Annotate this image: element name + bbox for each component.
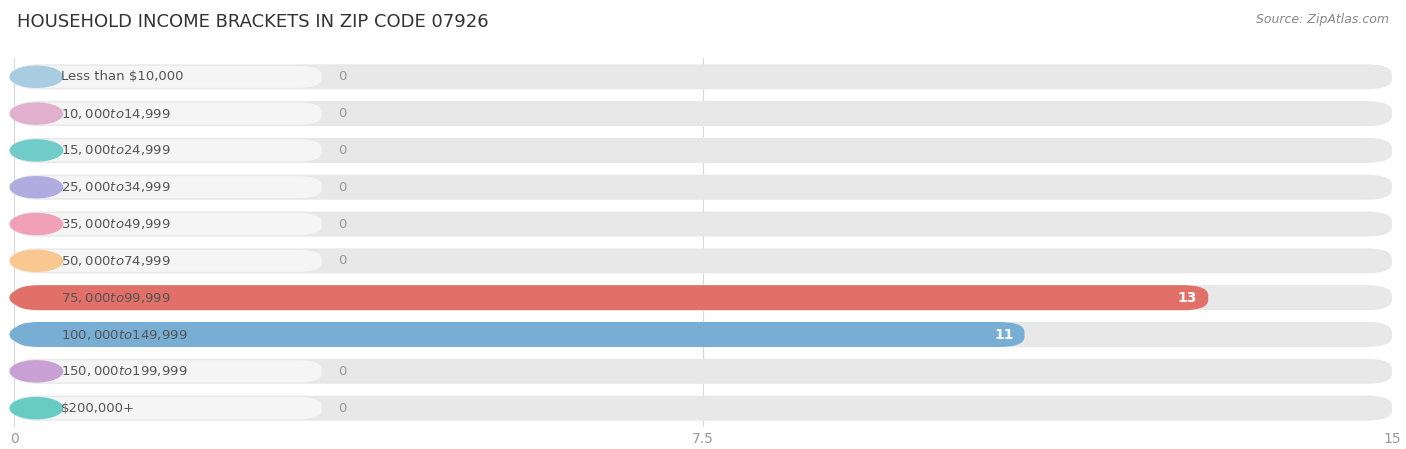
FancyBboxPatch shape <box>14 211 1392 237</box>
FancyBboxPatch shape <box>14 138 1392 163</box>
Text: 13: 13 <box>1178 291 1197 305</box>
FancyBboxPatch shape <box>14 66 322 88</box>
Text: 0: 0 <box>339 181 347 194</box>
FancyBboxPatch shape <box>14 213 322 235</box>
Text: $200,000+: $200,000+ <box>62 402 135 414</box>
FancyBboxPatch shape <box>14 102 322 125</box>
Text: Source: ZipAtlas.com: Source: ZipAtlas.com <box>1256 13 1389 26</box>
Circle shape <box>10 287 63 308</box>
FancyBboxPatch shape <box>14 286 322 309</box>
Text: $150,000 to $199,999: $150,000 to $199,999 <box>62 364 188 379</box>
FancyBboxPatch shape <box>14 248 1392 273</box>
Text: $100,000 to $149,999: $100,000 to $149,999 <box>62 327 188 342</box>
Text: $10,000 to $14,999: $10,000 to $14,999 <box>62 106 172 121</box>
FancyBboxPatch shape <box>14 176 322 198</box>
FancyBboxPatch shape <box>14 250 322 272</box>
Circle shape <box>10 361 63 382</box>
Circle shape <box>10 103 63 124</box>
Text: 0: 0 <box>339 402 347 414</box>
Circle shape <box>10 214 63 234</box>
FancyBboxPatch shape <box>14 322 1025 347</box>
Text: 11: 11 <box>994 327 1014 342</box>
FancyBboxPatch shape <box>14 359 1392 384</box>
Text: $50,000 to $74,999: $50,000 to $74,999 <box>62 254 172 268</box>
Text: $35,000 to $49,999: $35,000 to $49,999 <box>62 217 172 231</box>
Text: HOUSEHOLD INCOME BRACKETS IN ZIP CODE 07926: HOUSEHOLD INCOME BRACKETS IN ZIP CODE 07… <box>17 13 488 31</box>
Text: Less than $10,000: Less than $10,000 <box>62 70 184 83</box>
Circle shape <box>10 398 63 418</box>
FancyBboxPatch shape <box>14 64 1392 89</box>
FancyBboxPatch shape <box>14 322 1392 347</box>
Circle shape <box>10 140 63 161</box>
FancyBboxPatch shape <box>14 396 1392 421</box>
Text: 0: 0 <box>339 255 347 267</box>
Text: 0: 0 <box>339 365 347 378</box>
Text: $25,000 to $34,999: $25,000 to $34,999 <box>62 180 172 194</box>
FancyBboxPatch shape <box>14 360 322 383</box>
Text: 0: 0 <box>339 107 347 120</box>
Circle shape <box>10 66 63 87</box>
FancyBboxPatch shape <box>14 175 1392 200</box>
Text: 0: 0 <box>339 144 347 157</box>
FancyBboxPatch shape <box>14 323 322 346</box>
FancyBboxPatch shape <box>14 397 322 419</box>
Circle shape <box>10 324 63 345</box>
Text: $75,000 to $99,999: $75,000 to $99,999 <box>62 291 172 305</box>
FancyBboxPatch shape <box>14 285 1392 310</box>
FancyBboxPatch shape <box>14 139 322 162</box>
Text: 0: 0 <box>339 218 347 230</box>
Text: 0: 0 <box>339 70 347 83</box>
Circle shape <box>10 177 63 198</box>
Circle shape <box>10 251 63 271</box>
Text: $15,000 to $24,999: $15,000 to $24,999 <box>62 143 172 158</box>
FancyBboxPatch shape <box>14 101 1392 126</box>
FancyBboxPatch shape <box>14 285 1208 310</box>
